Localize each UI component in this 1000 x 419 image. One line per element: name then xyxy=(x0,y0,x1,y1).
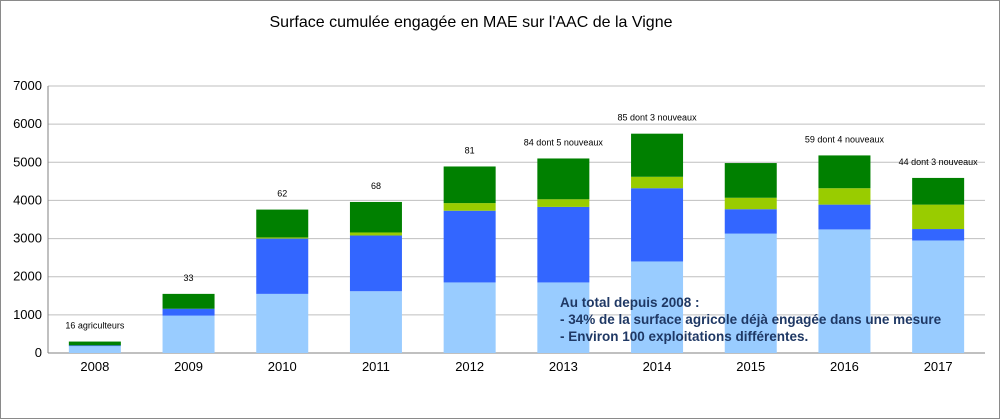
x-tick-label: 2017 xyxy=(924,359,953,374)
bar-segment xyxy=(631,188,684,262)
bar-data-label: 81 xyxy=(465,145,475,155)
bar-segment xyxy=(537,158,590,200)
y-tick-label: 3000 xyxy=(13,231,42,246)
bar-segment xyxy=(818,229,871,353)
x-tick-label: 2010 xyxy=(268,359,297,374)
x-tick-label: 2008 xyxy=(80,359,109,374)
x-tick-label: 2009 xyxy=(174,359,203,374)
y-tick-label: 7000 xyxy=(13,78,42,93)
y-tick-label: 2000 xyxy=(13,269,42,284)
x-tick-label: 2013 xyxy=(549,359,578,374)
bar-segment xyxy=(912,204,965,230)
bar-segment xyxy=(724,209,777,234)
bar-segment xyxy=(443,203,496,211)
bar-segment xyxy=(724,197,777,210)
bar-segment xyxy=(537,199,590,207)
bar-segment xyxy=(443,166,496,204)
bar-segment xyxy=(724,163,777,198)
bar-segment xyxy=(349,291,402,353)
bar-segment xyxy=(818,188,871,205)
bar-segment xyxy=(537,206,590,283)
bar-segment xyxy=(68,341,121,346)
bar-segment xyxy=(162,315,215,353)
bar-segment xyxy=(349,232,402,236)
chart-title: Surface cumulée engagée en MAE sur l'AAC… xyxy=(269,14,673,31)
bar-data-label: 16 agriculteurs xyxy=(65,321,125,331)
bar-segment xyxy=(912,177,965,205)
bar-segment xyxy=(256,237,309,239)
y-tick-label: 6000 xyxy=(13,116,42,131)
bar-segment xyxy=(818,155,871,189)
y-tick-label: 5000 xyxy=(13,154,42,169)
bar-segment xyxy=(68,346,121,353)
bar-segment xyxy=(256,293,309,353)
bar-data-label: 33 xyxy=(184,273,194,283)
bar-data-label: 84 dont 5 nouveaux xyxy=(524,137,604,147)
y-tick-label: 1000 xyxy=(13,307,42,322)
x-tick-label: 2011 xyxy=(362,359,390,374)
bar-data-label: 44 dont 3 nouveaux xyxy=(899,157,979,167)
bar-segment xyxy=(349,201,402,233)
bar-segment xyxy=(443,282,496,353)
bar-segment xyxy=(349,235,402,292)
bar-segment xyxy=(912,229,965,241)
y-tick-label: 4000 xyxy=(13,192,42,207)
bar-segment xyxy=(631,261,684,353)
bar-data-label: 62 xyxy=(277,189,287,199)
summary-annotation: Au total depuis 2008 : - 34% de la surfa… xyxy=(560,294,941,345)
bar-segment xyxy=(162,308,215,316)
y-tick-label: 0 xyxy=(35,345,42,360)
bar-segment xyxy=(443,210,496,283)
bar-segment xyxy=(68,345,121,347)
annotation-line-1: Au total depuis 2008 : xyxy=(560,295,700,310)
bar-segment xyxy=(631,176,684,189)
bar-segment xyxy=(818,204,871,230)
bar-segment xyxy=(537,282,590,353)
x-tick-label: 2015 xyxy=(736,359,765,374)
bar-segment xyxy=(631,133,684,177)
x-tick-label: 2016 xyxy=(830,359,859,374)
annotation-line-3: - Environ 100 exploitations différentes. xyxy=(560,329,809,344)
bar-segment xyxy=(912,240,965,353)
bar-segment xyxy=(162,293,215,309)
annotation-line-2: - 34% de la surface agricole déjà engagé… xyxy=(560,312,942,327)
bar-segment xyxy=(256,209,309,238)
bar-data-label: 59 dont 4 nouveaux xyxy=(805,134,885,144)
x-tick-label: 2012 xyxy=(455,359,484,374)
bar-data-label: 85 dont 3 nouveaux xyxy=(618,113,698,123)
bar-data-label: 68 xyxy=(371,181,381,191)
bar-segment xyxy=(256,238,309,294)
bar-segment xyxy=(724,233,777,353)
x-tick-label: 2014 xyxy=(643,359,672,374)
